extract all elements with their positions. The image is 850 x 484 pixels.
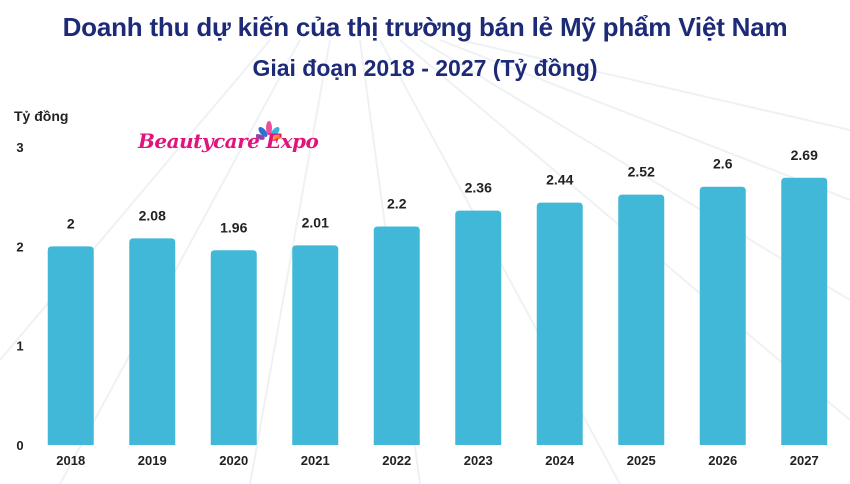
- x-tick-label: 2026: [708, 453, 737, 468]
- y-tick-label: 1: [16, 339, 23, 354]
- y-tick-label: 2: [16, 239, 23, 254]
- value-label: 2.08: [139, 207, 166, 223]
- bar-2027: [781, 177, 828, 445]
- y-axis-ticks: 0 1 2 3: [16, 140, 23, 453]
- value-label: 2.6: [713, 156, 733, 172]
- x-tick-label: 2021: [301, 453, 330, 468]
- beautycare-expo-logo: Beautycare Expo: [138, 120, 323, 166]
- x-tick-label: 2020: [219, 453, 248, 468]
- bar-2019: [129, 238, 176, 445]
- x-tick-label: 2019: [138, 453, 167, 468]
- x-axis-ticks: 2018 2019 2020 2021 2022 2023 2024 2025 2026 2027: [56, 453, 818, 468]
- x-tick-label: 2023: [464, 453, 493, 468]
- value-labels: 2 2.08 1.96 2.01 2.2 2.36 2.44 2.52 2.6 2.69: [67, 147, 818, 236]
- bar-2026: [699, 186, 746, 445]
- bar-2018: [47, 246, 94, 445]
- x-tick-label: 2025: [627, 453, 656, 468]
- y-tick-label: 0: [16, 438, 23, 453]
- logo-text: Beautycare Expo: [138, 129, 319, 153]
- value-label: 2.52: [628, 164, 655, 180]
- x-tick-label: 2024: [545, 453, 575, 468]
- bars: [47, 177, 828, 445]
- chart-subtitle: Giai đoạn 2018 - 2027 (Tỷ đồng): [252, 55, 598, 81]
- value-label: 2.01: [302, 214, 329, 230]
- value-label: 2.2: [387, 195, 407, 211]
- x-tick-label: 2022: [382, 453, 411, 468]
- flower-icon: [256, 121, 282, 140]
- bar-2023: [455, 210, 502, 445]
- value-label: 2.36: [465, 180, 492, 196]
- bar-2022: [373, 226, 420, 445]
- x-tick-label: 2027: [790, 453, 819, 468]
- bar-2024: [536, 202, 583, 445]
- value-label: 2.44: [546, 172, 573, 188]
- x-tick-label: 2018: [56, 453, 85, 468]
- bar-2021: [292, 245, 339, 445]
- value-label: 2.69: [791, 147, 818, 163]
- y-axis-label: Tỷ đồng: [14, 108, 69, 124]
- chart-title: Doanh thu dự kiến của thị trường bán lẻ …: [62, 12, 788, 42]
- value-label: 2: [67, 215, 75, 231]
- y-tick-label: 3: [16, 140, 23, 155]
- bar-2025: [618, 194, 665, 445]
- value-label: 1.96: [220, 219, 247, 235]
- bar-2020: [210, 250, 257, 445]
